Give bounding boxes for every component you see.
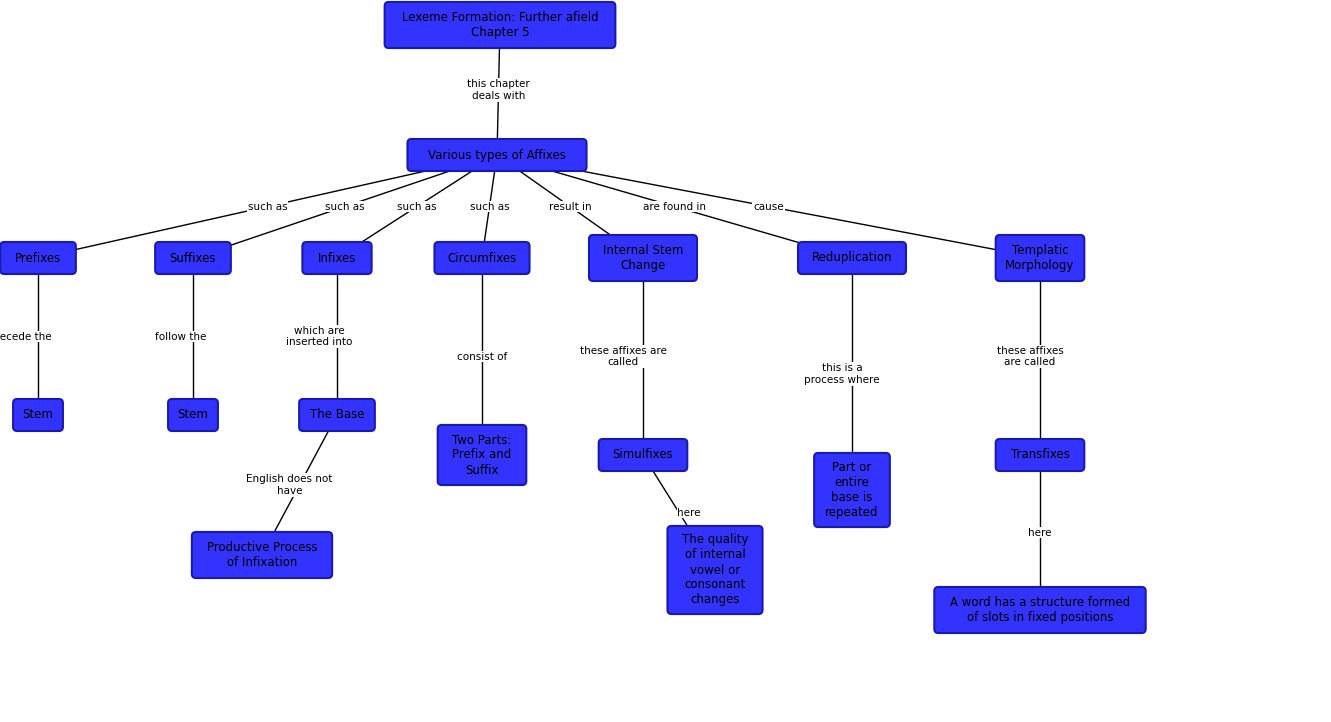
FancyBboxPatch shape: [168, 399, 218, 431]
Text: Two Parts:
Prefix and
Suffix: Two Parts: Prefix and Suffix: [453, 433, 511, 477]
Text: Part or
entire
base is
repeated: Part or entire base is repeated: [825, 461, 878, 519]
Text: Various types of Affixes: Various types of Affixes: [429, 149, 566, 162]
Text: precede the: precede the: [0, 331, 52, 342]
FancyBboxPatch shape: [156, 242, 230, 274]
FancyBboxPatch shape: [302, 242, 371, 274]
Text: these affixes are
called: these affixes are called: [579, 346, 667, 367]
Text: here: here: [677, 508, 700, 518]
Text: The quality
of internal
vowel or
consonant
changes: The quality of internal vowel or consona…: [681, 534, 748, 606]
FancyBboxPatch shape: [667, 526, 763, 614]
Text: Stem: Stem: [23, 409, 53, 422]
Text: Internal Stem
Change: Internal Stem Change: [603, 244, 683, 272]
FancyBboxPatch shape: [599, 439, 687, 471]
FancyBboxPatch shape: [996, 439, 1085, 471]
Text: Infixes: Infixes: [318, 251, 357, 264]
FancyBboxPatch shape: [13, 399, 63, 431]
Text: Simulfixes: Simulfixes: [612, 448, 673, 461]
Text: Templatic
Morphology: Templatic Morphology: [1005, 244, 1074, 272]
Text: cause: cause: [753, 201, 784, 212]
Text: consist of: consist of: [457, 352, 507, 362]
Text: such as: such as: [470, 201, 510, 212]
Text: such as: such as: [397, 201, 437, 212]
Text: this is a
process where: this is a process where: [804, 363, 880, 385]
FancyBboxPatch shape: [299, 399, 375, 431]
Text: Reduplication: Reduplication: [812, 251, 892, 264]
FancyBboxPatch shape: [996, 235, 1085, 281]
Text: Circumfixes: Circumfixes: [447, 251, 516, 264]
Text: follow the: follow the: [156, 331, 206, 342]
FancyBboxPatch shape: [934, 587, 1146, 633]
Text: Stem: Stem: [177, 409, 209, 422]
Text: Prefixes: Prefixes: [15, 251, 61, 264]
Text: such as: such as: [248, 201, 287, 212]
Text: The Base: The Base: [310, 409, 365, 422]
Text: A word has a structure formed
of slots in fixed positions: A word has a structure formed of slots i…: [950, 596, 1130, 624]
FancyBboxPatch shape: [407, 139, 587, 171]
FancyBboxPatch shape: [815, 453, 890, 527]
Text: these affixes
are called: these affixes are called: [997, 346, 1063, 367]
Text: this chapter
deals with: this chapter deals with: [467, 79, 530, 101]
Text: are found in: are found in: [643, 201, 705, 212]
Text: result in: result in: [548, 201, 591, 212]
FancyBboxPatch shape: [192, 532, 333, 578]
FancyBboxPatch shape: [799, 242, 906, 274]
Text: Lexeme Formation: Further afield
Chapter 5: Lexeme Formation: Further afield Chapter…: [402, 11, 599, 39]
FancyBboxPatch shape: [385, 2, 615, 48]
Text: which are
inserted into: which are inserted into: [286, 326, 353, 347]
Text: Productive Process
of Infixation: Productive Process of Infixation: [206, 541, 317, 569]
FancyBboxPatch shape: [590, 235, 697, 281]
FancyBboxPatch shape: [438, 425, 526, 485]
Text: English does not
have: English does not have: [246, 474, 333, 496]
Text: such as: such as: [325, 201, 365, 212]
FancyBboxPatch shape: [0, 242, 76, 274]
Text: Suffixes: Suffixes: [170, 251, 216, 264]
Text: here: here: [1029, 528, 1051, 537]
Text: Transfixes: Transfixes: [1010, 448, 1069, 461]
FancyBboxPatch shape: [434, 242, 530, 274]
